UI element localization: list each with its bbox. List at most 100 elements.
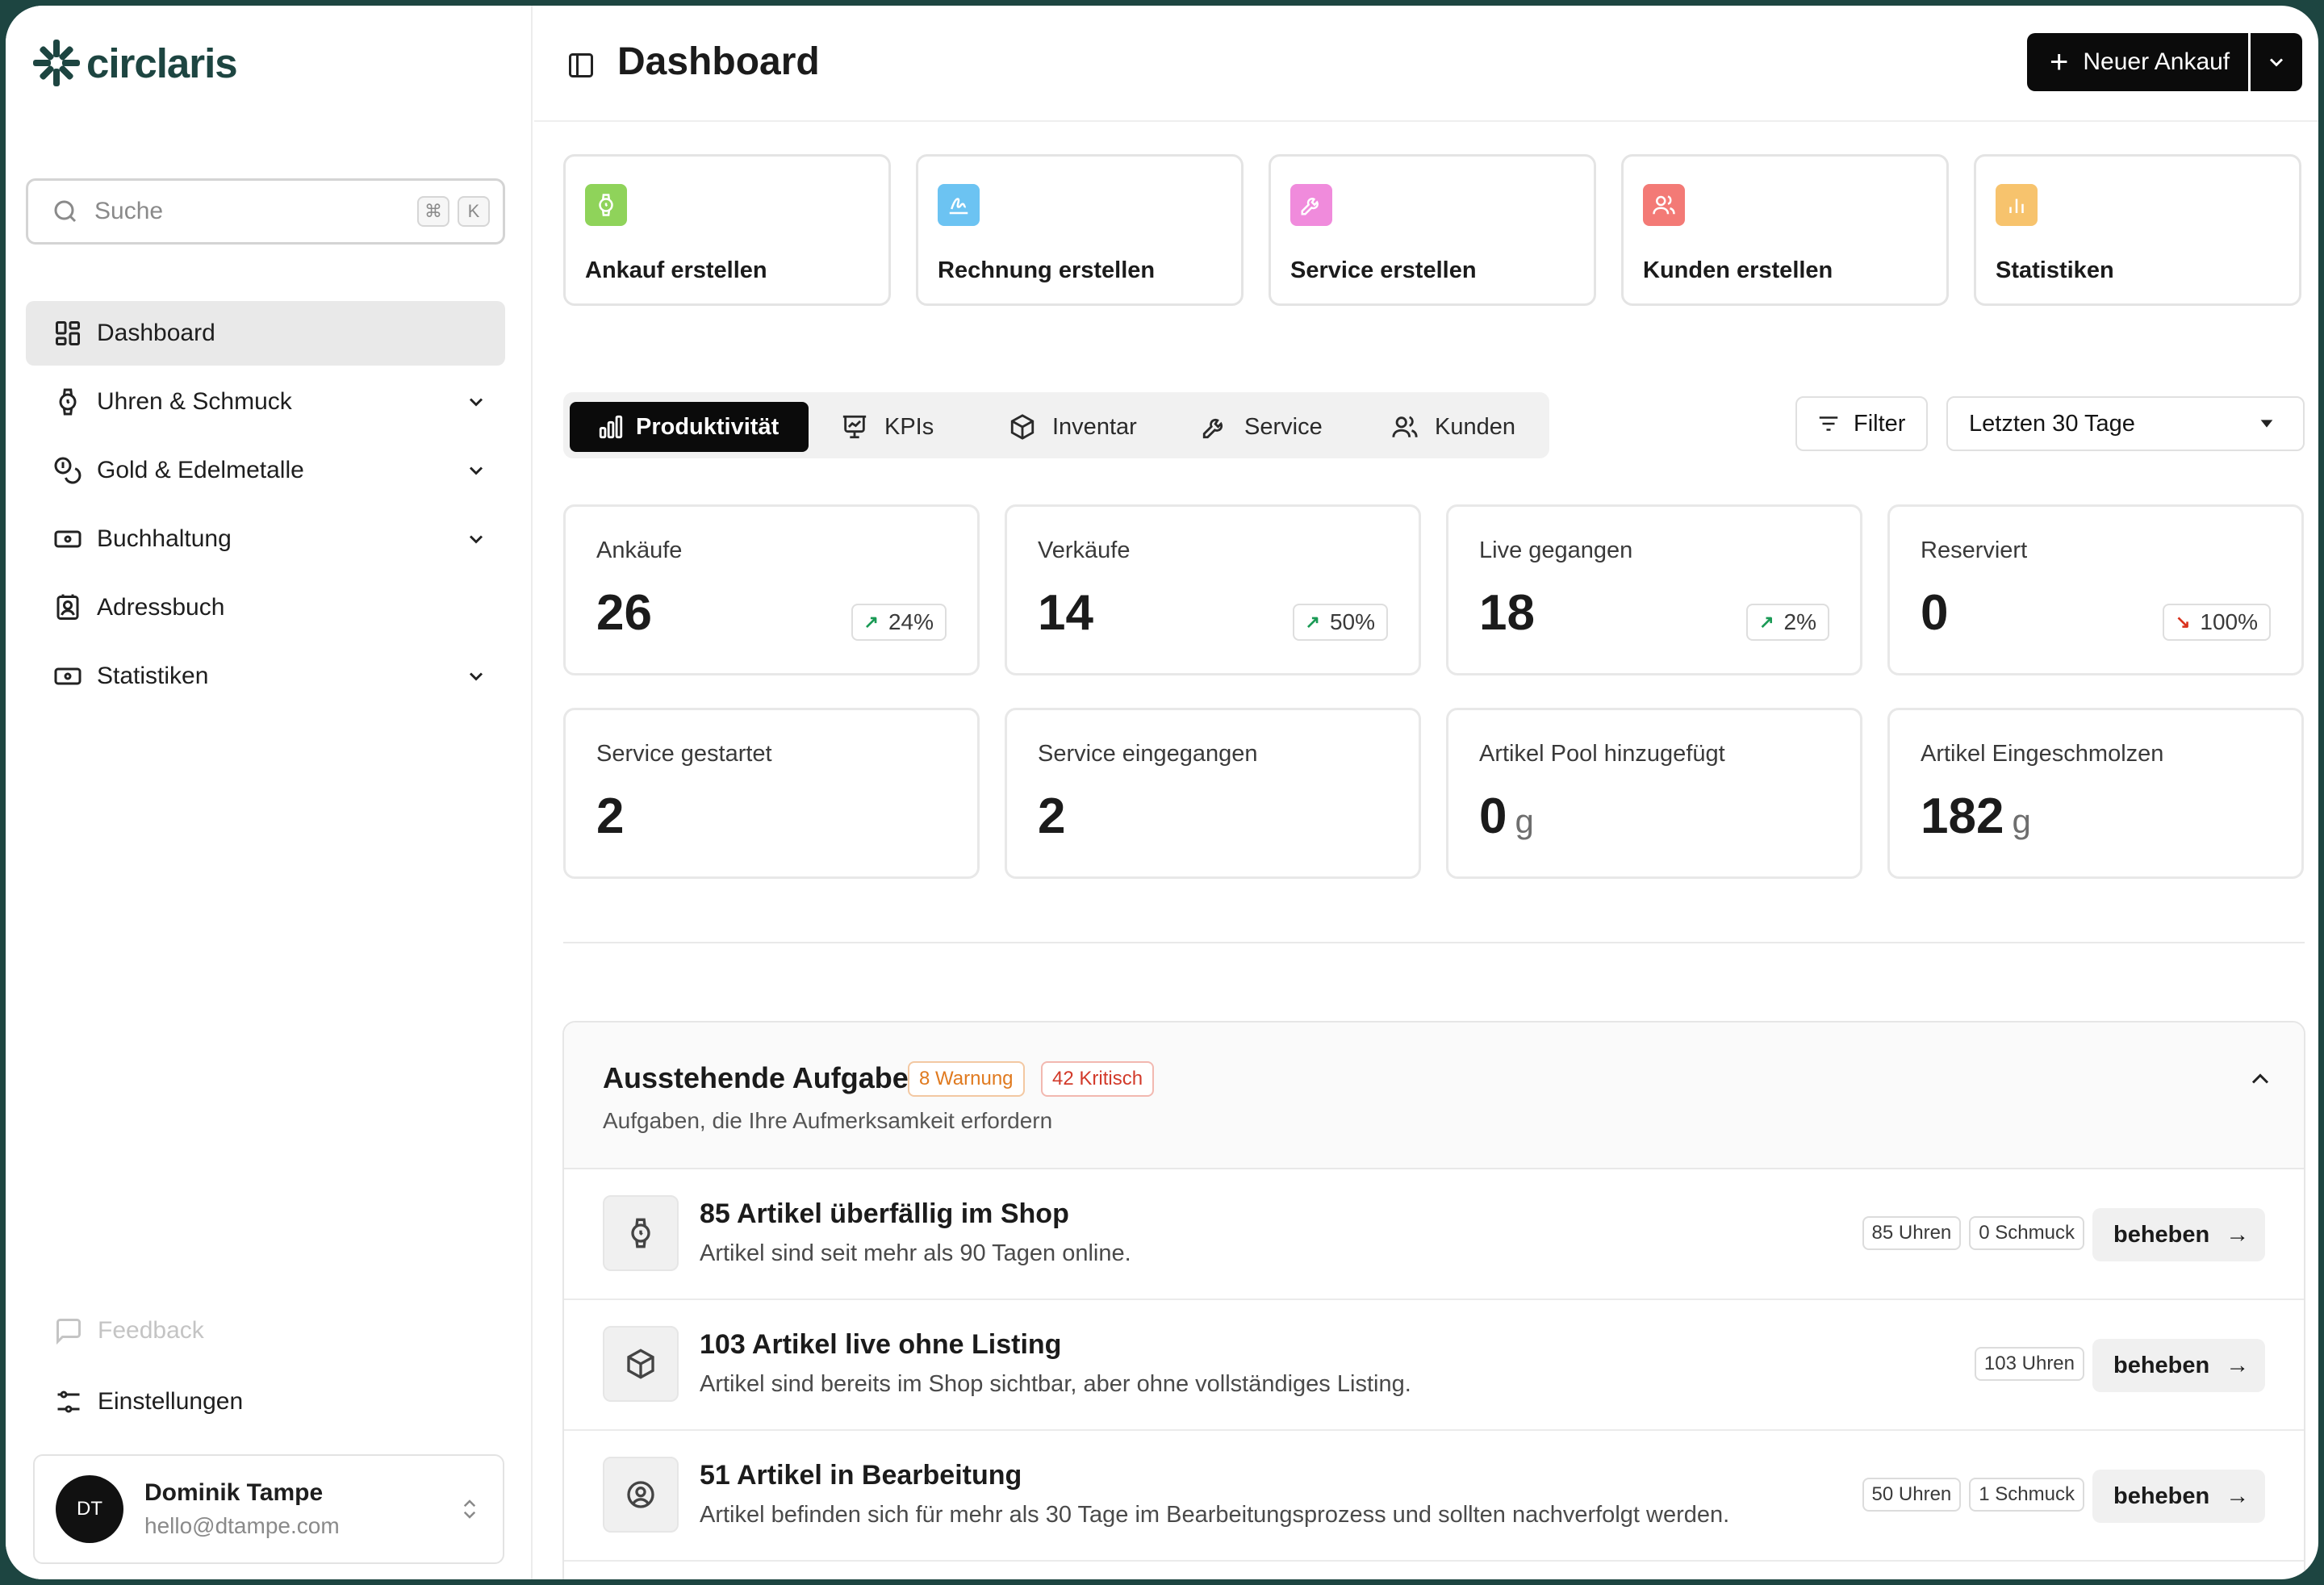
watch-icon xyxy=(603,1195,679,1271)
trend-down-icon: ↘ xyxy=(2175,612,2191,632)
arrow-right-icon: → xyxy=(2226,1352,2250,1378)
quick-action-label: Kunden erstellen xyxy=(1643,257,1833,283)
sidebar-footer-links: Feedback Einstellungen xyxy=(54,1307,243,1449)
date-range-select[interactable]: Letzten 30 Tage xyxy=(1946,396,2305,451)
sidebar-item-label: Statistiken xyxy=(97,663,209,689)
tab-produktivitaet[interactable]: Produktivität xyxy=(570,402,809,452)
feedback-label: Feedback xyxy=(98,1317,204,1344)
sidebar-item-statistiken[interactable]: Statistiken xyxy=(26,644,505,709)
tab-kpis[interactable]: KPIs xyxy=(841,402,934,452)
fix-button[interactable]: beheben → xyxy=(2092,1470,2265,1523)
sidebar-nav: Dashboard Uhren & Schmuck Gold & Edelmet… xyxy=(26,301,505,713)
filter-button[interactable]: Filter xyxy=(1795,396,1928,451)
trend-badge: ↘ 100% xyxy=(2162,604,2271,641)
fix-label: beheben xyxy=(2113,1221,2210,1248)
new-purchase-dropdown-button[interactable] xyxy=(2251,33,2302,91)
trend-up-icon: ↗ xyxy=(1305,612,1320,632)
banknote-icon xyxy=(54,530,82,548)
chevron-up-icon[interactable] xyxy=(2246,1064,2275,1094)
sidebar-item-label: Dashboard xyxy=(97,320,215,346)
sidebar-item-label: Buchhaltung xyxy=(97,525,232,552)
users-icon xyxy=(1392,416,1418,437)
feedback-link[interactable]: Feedback xyxy=(54,1307,243,1355)
kpi-card-verkaeufe: Verkäufe 14 ↗ 50% xyxy=(1005,504,1421,675)
shortcut-key-k: K xyxy=(458,196,490,227)
watch-icon xyxy=(59,388,77,416)
kpi-label: Verkäufe xyxy=(1038,537,1131,563)
sidebar-item-gold-edelmetalle[interactable]: Gold & Edelmetalle xyxy=(26,438,505,503)
user-menu[interactable]: DT Dominik Tampe hello@dtampe.com xyxy=(33,1454,504,1564)
kpi-label: Service gestartet xyxy=(596,741,772,767)
settings-label: Einstellungen xyxy=(98,1388,244,1415)
app-window: circlaris Suche ⌘ K Dashboard Uhren & Sc… xyxy=(6,6,2318,1579)
contact-book-icon xyxy=(56,594,79,620)
sidebar-item-buchhaltung[interactable]: Buchhaltung xyxy=(26,507,505,571)
quick-action-rechnung[interactable]: Rechnung erstellen xyxy=(916,154,1244,306)
warning-badge: 8 Warnung xyxy=(908,1061,1025,1097)
sidebar-item-adressbuch[interactable]: Adressbuch xyxy=(26,575,505,640)
kpi-value: 2 xyxy=(596,788,625,844)
sidebar-toggle-icon[interactable] xyxy=(566,51,596,80)
tab-label: Service xyxy=(1244,413,1323,440)
quick-action-label: Rechnung erstellen xyxy=(938,257,1156,283)
user-email: hello@dtampe.com xyxy=(144,1513,340,1538)
search-placeholder: Suche xyxy=(94,198,164,224)
fix-label: beheben xyxy=(2113,1352,2210,1378)
box-icon xyxy=(1010,414,1035,440)
chevron-down-icon[interactable] xyxy=(465,391,487,413)
task-description: Artikel befinden sich für mehr als 30 Ta… xyxy=(700,1502,1730,1528)
avatar: DT xyxy=(56,1475,123,1543)
quick-action-label: Statistiken xyxy=(1996,257,2114,283)
trend-badge: ↗ 50% xyxy=(1292,604,1388,641)
tab-kunden[interactable]: Kunden xyxy=(1391,402,1515,452)
fix-button[interactable]: beheben → xyxy=(2092,1208,2265,1261)
search-input[interactable]: Suche ⌘ K xyxy=(26,178,505,245)
kpi-card-reserviert: Reserviert 0 ↘ 100% xyxy=(1887,504,2304,675)
date-range-value: Letzten 30 Tage xyxy=(1969,410,2135,437)
watch-icon xyxy=(585,184,627,226)
coins-icon xyxy=(54,457,82,484)
kpi-unit: g xyxy=(2012,802,2031,840)
tab-bar: Produktivität KPIs Inventar Service Kund… xyxy=(563,392,1549,458)
task-tags: 50 Uhren 1 Schmuck xyxy=(1862,1478,2084,1512)
tab-label: Inventar xyxy=(1052,413,1137,440)
wrench-icon xyxy=(1202,418,1223,439)
quick-action-ankauf[interactable]: Ankauf erstellen xyxy=(563,154,891,306)
task-row: 51 Artikel in Bearbeitung Artikel befind… xyxy=(564,1431,2304,1562)
user-circle-icon xyxy=(603,1457,679,1533)
task-description: Artikel sind seit mehr als 90 Tagen onli… xyxy=(700,1240,1131,1266)
trend-up-icon: ↗ xyxy=(1759,612,1774,632)
new-purchase-label: Neuer Ankauf xyxy=(2083,48,2230,75)
task-tag: 85 Uhren xyxy=(1862,1216,1962,1250)
kpi-value: 14 xyxy=(1038,585,1093,641)
sidebar-item-dashboard[interactable]: Dashboard xyxy=(26,301,505,366)
chevron-down-icon[interactable] xyxy=(465,459,487,482)
task-tags: 85 Uhren 0 Schmuck xyxy=(1862,1216,2084,1250)
arrow-right-icon: → xyxy=(2226,1483,2250,1509)
chevron-down-icon[interactable] xyxy=(465,665,487,688)
quick-action-label: Ankauf erstellen xyxy=(585,257,767,283)
new-purchase-button[interactable]: + Neuer Ankauf xyxy=(2027,33,2248,91)
settings-link[interactable]: Einstellungen xyxy=(54,1378,243,1426)
kpi-card-ankaeufe: Ankäufe 26 ↗ 24% xyxy=(563,504,980,675)
chevron-down-icon[interactable] xyxy=(465,528,487,550)
quick-action-service[interactable]: Service erstellen xyxy=(1269,154,1596,306)
shortcut-key-cmd: ⌘ xyxy=(417,196,449,227)
task-title: 85 Artikel überfällig im Shop xyxy=(700,1198,1069,1229)
tab-inventar[interactable]: Inventar xyxy=(1009,402,1137,452)
quick-action-statistiken[interactable]: Statistiken xyxy=(1974,154,2301,306)
quick-action-kunden[interactable]: Kunden erstellen xyxy=(1621,154,1949,306)
logo[interactable]: circlaris xyxy=(31,38,238,88)
trend-badge: ↗ 24% xyxy=(851,604,947,641)
filter-icon xyxy=(1819,416,1838,431)
sidebar-item-uhren-schmuck[interactable]: Uhren & Schmuck xyxy=(26,370,505,434)
sidebar-item-label: Adressbuch xyxy=(97,594,225,621)
fix-button[interactable]: beheben → xyxy=(2092,1339,2265,1392)
dashboard-icon xyxy=(56,321,80,345)
tab-service[interactable]: Service xyxy=(1201,402,1323,452)
quick-action-label: Service erstellen xyxy=(1290,257,1477,283)
task-title: 51 Artikel in Bearbeitung xyxy=(700,1460,1022,1491)
arrow-right-icon: → xyxy=(2226,1221,2250,1248)
pending-tasks-panel: Ausstehende Aufgaben 8 Warnung 42 Kritis… xyxy=(562,1021,2305,1579)
